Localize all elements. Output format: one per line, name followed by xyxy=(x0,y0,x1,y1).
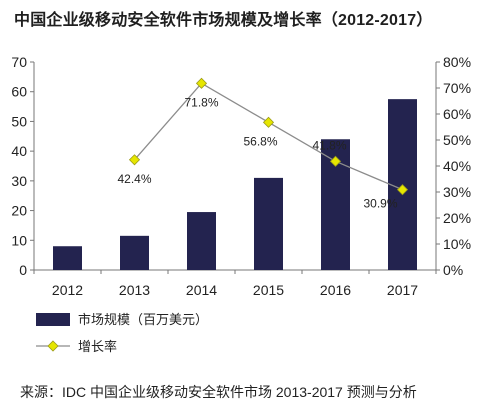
right-tick-label: 60% xyxy=(443,106,471,122)
x-tick-label: 2015 xyxy=(253,282,284,298)
legend: 市场规模（百万美元） 增长率 xyxy=(36,312,208,354)
right-tick-label: 50% xyxy=(443,132,471,148)
legend-bar-swatch xyxy=(36,313,70,326)
left-tick-label: 50 xyxy=(11,113,27,129)
x-tick-label: 2014 xyxy=(186,282,217,298)
left-tick-label: 10 xyxy=(11,232,27,248)
right-tick-label: 10% xyxy=(443,236,471,252)
right-tick-label: 30% xyxy=(443,184,471,200)
axes xyxy=(30,61,440,274)
growth-data-label: 71.8% xyxy=(184,95,218,109)
x-tick-label: 2013 xyxy=(119,282,150,298)
legend-line-label: 增长率 xyxy=(78,339,117,354)
bar xyxy=(254,177,283,270)
legend-bar-label: 市场规模（百万美元） xyxy=(78,312,208,327)
right-tick-label: 0% xyxy=(443,262,463,278)
right-tick-label: 70% xyxy=(443,80,471,96)
growth-point xyxy=(396,184,409,196)
bar xyxy=(187,212,216,270)
growth-point xyxy=(195,77,208,89)
growth-point xyxy=(262,116,275,128)
bar xyxy=(53,246,82,270)
growth-line-series: 42.4% 71.8% 56.8% 41.8% 30.9% xyxy=(117,77,409,211)
legend-line-marker xyxy=(47,340,59,352)
right-tick-label: 20% xyxy=(443,210,471,226)
source-note: 来源：IDC 中国企业级移动安全软件市场 2013-2017 预测与分析 xyxy=(20,384,417,400)
right-tick-label: 40% xyxy=(443,158,471,174)
growth-data-label: 30.9% xyxy=(363,197,397,211)
chart-title: 中国企业级移动安全软件市场规模及增长率（2012-2017） xyxy=(14,12,433,29)
tick-labels: 0 10 20 30 40 50 60 70 0% 10% 20% 30% 40% 50% 60% 70% 80… xyxy=(11,54,471,298)
growth-point xyxy=(128,154,141,166)
bar-series xyxy=(53,99,417,271)
left-tick-label: 0 xyxy=(19,262,27,278)
left-tick-label: 60 xyxy=(11,84,27,100)
left-tick-label: 70 xyxy=(11,54,27,70)
x-tick-label: 2012 xyxy=(52,282,83,298)
left-tick-label: 20 xyxy=(11,203,27,219)
left-tick-label: 30 xyxy=(11,173,27,189)
growth-data-label: 41.8% xyxy=(312,138,346,152)
x-tick-label: 2016 xyxy=(320,282,351,298)
growth-point xyxy=(329,155,342,167)
growth-data-label: 56.8% xyxy=(243,134,277,148)
right-tick-label: 80% xyxy=(443,54,471,70)
x-tick-label: 2017 xyxy=(387,282,418,298)
growth-data-label: 42.4% xyxy=(117,172,151,186)
bar xyxy=(120,235,149,270)
left-tick-label: 40 xyxy=(11,143,27,159)
